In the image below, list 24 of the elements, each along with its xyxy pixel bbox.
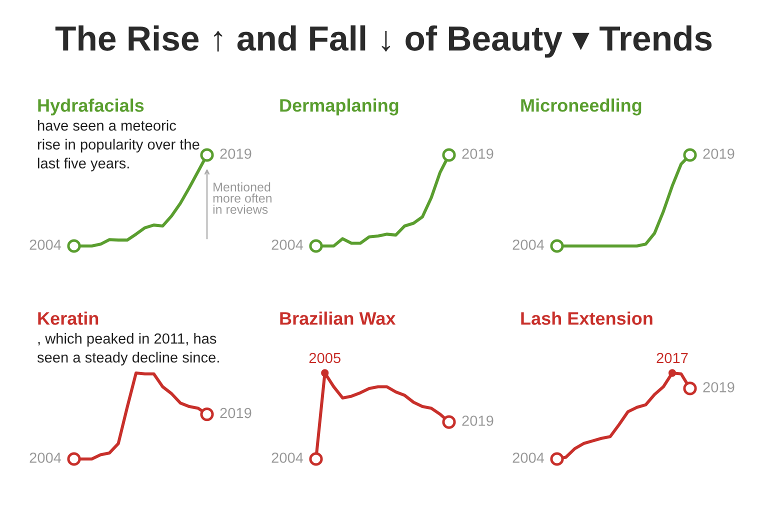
chart-title: Hydrafacials (38, 98, 144, 116)
text: 2004 (30, 452, 62, 463)
text: 2019 (220, 408, 252, 418)
chart-title: Brazilian Wax (280, 312, 396, 325)
text: 2004 (272, 452, 304, 463)
text: 2019 (220, 148, 252, 159)
text: 2004 (30, 240, 62, 250)
text: 2019 (703, 382, 734, 392)
chart-title: Microneedling (521, 98, 642, 116)
text: 2004 (272, 240, 304, 250)
annotation: 2005 (309, 352, 340, 364)
chart-title: Keratin (38, 312, 98, 325)
chart-subtitle: have seen a meteoric rise in popularity over the last five years. (38, 120, 200, 172)
annotation: 2017 (656, 352, 688, 364)
chart-title: Dermaplaning (280, 98, 398, 116)
text: The Rise ↑ and Fall ↓ of Beauty ▾ Trends (55, 25, 712, 58)
text: 2004 (512, 452, 544, 463)
text: 2004 (512, 240, 544, 250)
text: 2019 (462, 148, 494, 159)
text: Mentioned more often in reviews (213, 182, 272, 214)
chart-title: Lash Extension (521, 312, 652, 325)
text: 2019 (703, 148, 734, 159)
text: 2019 (462, 416, 494, 426)
chart-subtitle: , which peaked in 2011, has seen a steady decline since. (37, 333, 219, 366)
